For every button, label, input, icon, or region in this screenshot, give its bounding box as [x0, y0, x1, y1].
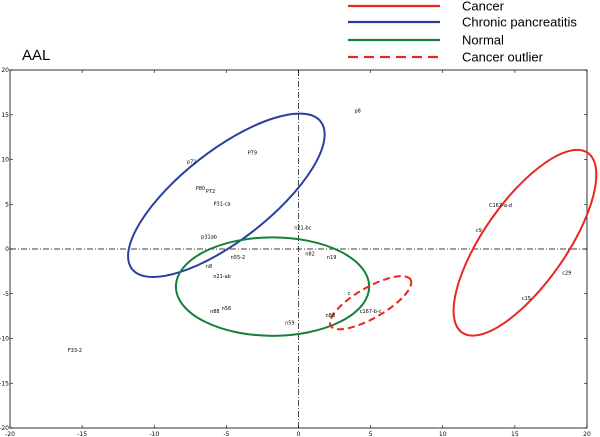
point-label: P72 [206, 189, 215, 195]
ellipse-chronic-pancreatitis [127, 112, 326, 279]
legend-label: Normal [462, 33, 504, 48]
y-tick-label: 15 [1, 112, 9, 119]
y-tick-label: -5 [3, 291, 9, 298]
point-label: P31-ca [214, 201, 231, 207]
point-label: P79 [248, 150, 257, 156]
point-label: C167-a-d [489, 203, 512, 209]
point-label: c9 [476, 228, 482, 234]
point-label: n8 [206, 264, 212, 270]
x-tick-label: -5 [223, 431, 229, 437]
ellipse-cancer [452, 148, 598, 337]
x-tick-label: 0 [297, 431, 301, 437]
point-label: n88 [210, 309, 220, 315]
ellipse-cancer-outlier [328, 275, 413, 331]
x-tick-label: -10 [149, 431, 159, 437]
x-tick-label: 10 [439, 431, 447, 437]
point-labels: p8 P79 p71 P80 P72 P31-ca p31ab n21-bc n82 n55-2 n… [68, 108, 572, 354]
y-axis-ticks: -20 -15 -10 -5 0 5 10 15 20 [0, 67, 587, 432]
point-label: n55-2 [231, 255, 246, 261]
point-label: p31ab [201, 234, 217, 240]
group-ellipses [127, 112, 598, 337]
point-label: n59 [285, 320, 295, 326]
point-label: n21-bc [294, 226, 312, 232]
point-label: c167-b-c [360, 309, 382, 315]
x-axis-ticks: -20 -15 -10 -5 0 5 10 15 20 [5, 70, 591, 437]
point-label: p8 [354, 108, 360, 114]
y-tick-label: 10 [1, 157, 9, 164]
point-label: F33-2 [68, 348, 82, 354]
ellipse-normal [174, 236, 371, 337]
y-tick-label: 20 [1, 67, 9, 74]
x-tick-label: -15 [77, 431, 87, 437]
chart-title: AAL [22, 47, 50, 64]
y-tick-label: 5 [5, 201, 9, 208]
x-tick-label: 20 [583, 431, 591, 437]
y-tick-label: 0 [5, 246, 9, 253]
point-label: n82 [305, 251, 315, 257]
y-tick-label: -20 [0, 425, 9, 432]
x-tick-label: 5 [369, 431, 373, 437]
point-label: p71 [187, 159, 197, 165]
y-tick-label: -15 [0, 380, 9, 387]
point-label: P80 [196, 186, 205, 192]
legend-label: Cancer outlier [462, 50, 544, 65]
legend-label: Chronic pancreatitis [462, 15, 577, 30]
point-label: c15 [522, 296, 531, 302]
y-tick-label: -10 [0, 336, 9, 343]
point-label: c [348, 291, 351, 297]
legend-label: Cancer [462, 0, 505, 14]
point-label: n83 [325, 313, 335, 319]
x-tick-label: 15 [511, 431, 519, 437]
point-label: n21-ab [213, 274, 231, 280]
point-label: n56 [222, 306, 232, 312]
point-label: c29 [562, 270, 571, 276]
point-label: n19 [327, 255, 337, 261]
x-tick-label: -20 [5, 431, 15, 437]
plot-area [9, 69, 588, 429]
